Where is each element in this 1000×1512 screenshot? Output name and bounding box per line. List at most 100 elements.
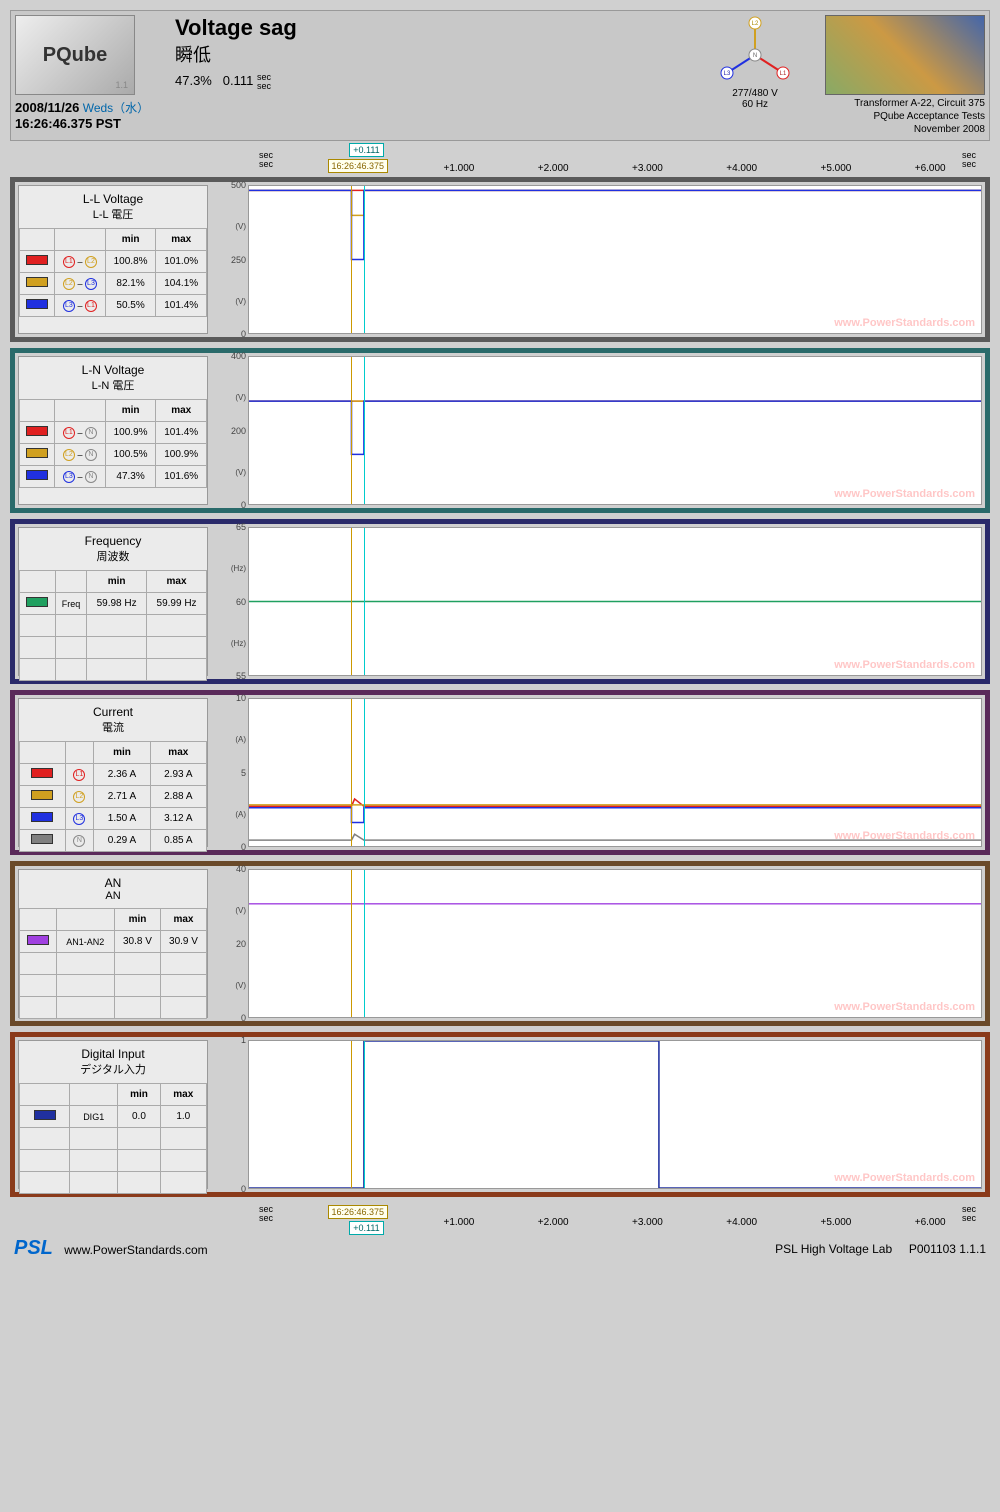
svg-text:L2: L2	[752, 21, 759, 27]
watermark: www.PowerStandards.com	[834, 659, 975, 671]
table-row: L2 – N 100.5%100.9%	[20, 444, 207, 466]
panel-yaxis: 0510(A)(A)	[208, 698, 248, 847]
watermark: www.PowerStandards.com	[834, 1001, 975, 1013]
meta-line-1: Transformer A-22, Circuit 375	[825, 97, 985, 110]
psl-logo: PSL	[14, 1237, 53, 1259]
meta-line-2: PQube Acceptance Tests	[825, 110, 985, 123]
meta-line-3: November 2008	[825, 123, 985, 136]
phasor-hz: 60 Hz	[695, 99, 815, 110]
panel-table: L-L VoltageL-L 電圧 minmax L1 – L2 100.8%1…	[18, 185, 208, 334]
table-row: L3 1.50 A3.12 A	[20, 808, 207, 830]
table-row: AN1-AN2 30.8 V30.9 V	[20, 931, 207, 953]
cursor-offset-top: +0.111	[349, 143, 383, 157]
table-row: L1 – N 100.9%101.4%	[20, 422, 207, 444]
site-photo	[825, 15, 985, 95]
panel-5: Digital Inputデジタル入力 minmax DIG1 0.01.0 0…	[10, 1032, 990, 1197]
panel-yaxis: 02040(V)(V)	[208, 869, 248, 1018]
svg-text:N: N	[753, 53, 757, 59]
panel-yaxis: 0250500(V)(V)	[208, 185, 248, 334]
panel-chart: www.PowerStandards.com	[248, 698, 982, 847]
time-tick: +2.000	[538, 1217, 569, 1228]
panel-table: Current電流 minmax L1 2.36 A2.93 A L2 2.71…	[18, 698, 208, 847]
logo-block: PQube 2008/11/26 Weds（水） 16:26:46.375 PS…	[15, 15, 155, 136]
time-tick: +1.000	[444, 1217, 475, 1228]
watermark: www.PowerStandards.com	[834, 488, 975, 500]
cursor-line	[351, 186, 352, 333]
panel-4: ANAN minmax AN1-AN2 30.8 V30.9 V 02040(V…	[10, 861, 990, 1026]
time-tick: +1.000	[444, 163, 475, 174]
panel-table: L-N VoltageL-N 電圧 minmax L1 – N 100.9%10…	[18, 356, 208, 505]
time-tick: +4.000	[726, 1217, 757, 1228]
time-tick: +4.000	[726, 163, 757, 174]
panel-chart: www.PowerStandards.com	[248, 356, 982, 505]
cursor-line	[364, 528, 365, 675]
watermark: www.PowerStandards.com	[834, 830, 975, 842]
panel-table: Digital Inputデジタル入力 minmax DIG1 0.01.0	[18, 1040, 208, 1189]
panel-yaxis: 0200400(V)(V)	[208, 356, 248, 505]
phasor-volts: 277/480 V	[695, 88, 815, 99]
svg-text:L3: L3	[724, 71, 731, 77]
table-row: L2 – L3 82.1%104.1%	[20, 273, 207, 295]
panel-chart: www.PowerStandards.com	[248, 527, 982, 676]
watermark: www.PowerStandards.com	[834, 1172, 975, 1184]
cursor-line	[351, 1041, 352, 1188]
time-tick: +5.000	[821, 1217, 852, 1228]
cursor-line	[364, 870, 365, 1017]
table-row: Freq 59.98 Hz59.99 Hz	[20, 593, 207, 615]
time-axis-top: secsec secsec +0.111 16:26:46.375 +1.000…	[255, 149, 980, 177]
capture-day: Weds（水）	[83, 101, 149, 115]
title-block: Voltage sag 瞬低 47.3% 0.111 secsec	[165, 15, 685, 136]
panel-table: Frequency周波数 minmax Freq 59.98 Hz59.99 H…	[18, 527, 208, 676]
cursor-line	[351, 528, 352, 675]
time-tick: +3.000	[632, 163, 663, 174]
cursor-line	[351, 870, 352, 1017]
time-tick: +3.000	[632, 1217, 663, 1228]
panel-yaxis: 01	[208, 1040, 248, 1189]
table-row: L3 – N 47.3%101.6%	[20, 466, 207, 488]
watermark: www.PowerStandards.com	[834, 317, 975, 329]
table-row: L2 2.71 A2.88 A	[20, 786, 207, 808]
photo-block: Transformer A-22, Circuit 375 PQube Acce…	[825, 15, 985, 136]
time-tick: +6.000	[915, 1217, 946, 1228]
cursor-line	[364, 186, 365, 333]
panel-0: L-L VoltageL-L 電圧 minmax L1 – L2 100.8%1…	[10, 177, 990, 342]
panel-1: L-N VoltageL-N 電圧 minmax L1 – N 100.9%10…	[10, 348, 990, 513]
phasor-block: L2 L3 L1 N 277/480 V 60 Hz	[695, 15, 815, 136]
panel-chart: www.PowerStandards.com	[248, 185, 982, 334]
cursor-line	[364, 357, 365, 504]
event-pct: 47.3%	[175, 73, 212, 88]
phasor-icon: L2 L3 L1 N	[715, 15, 795, 85]
time-tick: +5.000	[821, 163, 852, 174]
header: PQube 2008/11/26 Weds（水） 16:26:46.375 PS…	[10, 10, 990, 141]
table-row: DIG1 0.01.0	[20, 1106, 207, 1128]
svg-text:L1: L1	[780, 71, 787, 77]
table-row: N 0.29 A0.85 A	[20, 830, 207, 852]
time-axis-bottom: secsec secsec 16:26:46.375 +0.111 +1.000…	[255, 1203, 980, 1231]
event-duration: 0.111	[223, 73, 254, 88]
pqube-logo: PQube	[15, 15, 135, 95]
table-row: L1 – L2 100.8%101.0%	[20, 251, 207, 273]
panel-3: Current電流 minmax L1 2.36 A2.93 A L2 2.71…	[10, 690, 990, 855]
table-row: L1 2.36 A2.93 A	[20, 764, 207, 786]
panel-table: ANAN minmax AN1-AN2 30.8 V30.9 V	[18, 869, 208, 1018]
panel-yaxis: 556065(Hz)(Hz)	[208, 527, 248, 676]
capture-tz: PST	[96, 116, 121, 131]
time-tick: +6.000	[915, 163, 946, 174]
time-tick: +2.000	[538, 163, 569, 174]
cursor-line	[351, 699, 352, 846]
panel-chart: www.PowerStandards.com	[248, 1040, 982, 1189]
footer-lab: PSL High Voltage Lab	[775, 1242, 892, 1256]
footer-url: www.PowerStandards.com	[64, 1243, 207, 1257]
cursor-line	[364, 699, 365, 846]
footer-id: P001103 1.1.1	[909, 1242, 986, 1256]
table-row: L3 – L1 50.5%101.4%	[20, 295, 207, 317]
cursor-line	[351, 357, 352, 504]
cursor-line	[364, 1041, 365, 1188]
capture-time: 16:26:46.375	[15, 116, 92, 131]
footer: PSL www.PowerStandards.com PSL High Volt…	[10, 1231, 990, 1266]
capture-date: 2008/11/26	[15, 100, 79, 115]
panel-2: Frequency周波数 minmax Freq 59.98 Hz59.99 H…	[10, 519, 990, 684]
event-title: Voltage sag	[175, 15, 685, 41]
event-title-jp: 瞬低	[175, 41, 685, 67]
panel-chart: www.PowerStandards.com	[248, 869, 982, 1018]
